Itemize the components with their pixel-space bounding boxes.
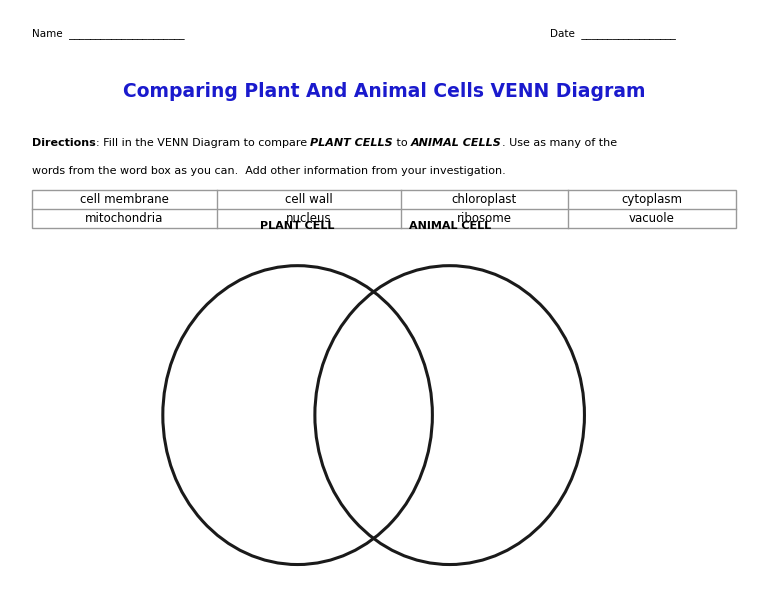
- Text: Name  ______________________: Name ______________________: [32, 28, 184, 39]
- Text: cell wall: cell wall: [285, 193, 333, 206]
- Text: ribosome: ribosome: [457, 212, 512, 225]
- Text: words from the word box as you can.  Add other information from your investigati: words from the word box as you can. Add …: [32, 166, 506, 176]
- Text: . Use as many of the: . Use as many of the: [502, 138, 617, 148]
- Text: ANIMAL CELLS: ANIMAL CELLS: [411, 138, 502, 148]
- Text: : Fill in the VENN Diagram to compare: : Fill in the VENN Diagram to compare: [96, 138, 310, 148]
- Text: cytoplasm: cytoplasm: [621, 193, 683, 206]
- Text: cell membrane: cell membrane: [80, 193, 169, 206]
- Text: nucleus: nucleus: [286, 212, 332, 225]
- Text: PLANT CELLS: PLANT CELLS: [310, 138, 393, 148]
- Text: Date  __________________: Date __________________: [550, 28, 676, 39]
- Ellipse shape: [163, 266, 432, 565]
- Text: Directions: Directions: [32, 138, 96, 148]
- Text: mitochondria: mitochondria: [85, 212, 164, 225]
- Bar: [32, 190, 736, 228]
- Text: to: to: [393, 138, 411, 148]
- Text: Comparing Plant And Animal Cells VENN Diagram: Comparing Plant And Animal Cells VENN Di…: [123, 82, 645, 101]
- Text: PLANT CELL: PLANT CELL: [260, 221, 335, 231]
- Text: vacuole: vacuole: [629, 212, 675, 225]
- Text: chloroplast: chloroplast: [452, 193, 517, 206]
- Text: ANIMAL CELL: ANIMAL CELL: [409, 221, 491, 231]
